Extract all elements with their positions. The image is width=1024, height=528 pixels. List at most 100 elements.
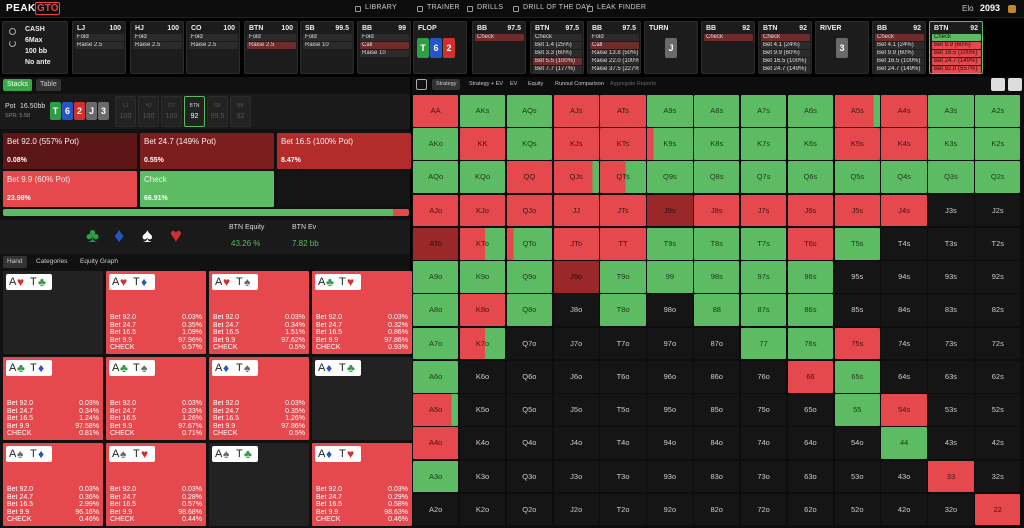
action-option[interactable]: Raise 2.5 [189,42,238,49]
nav-item[interactable]: DRILLS [477,4,504,11]
settings-icon[interactable] [9,28,16,35]
strategy-box[interactable]: Bet 92.0 (557% Pot) 0.08% [3,133,137,169]
hand-cell[interactable]: 96o [647,360,693,393]
action-option[interactable]: Bet 9.9 (60%) [932,42,981,49]
hand-tab[interactable]: Categories [36,258,68,265]
hand-cell[interactable]: 43s [928,427,974,460]
hand-cell[interactable]: AKo [413,128,459,160]
hand-cell[interactable]: J3o [553,460,599,493]
hand-cell[interactable]: K6s [787,128,834,160]
hand-cell[interactable]: 52s [975,394,1021,426]
action-card[interactable]: BB 99 Fold Call Raise 10 [357,21,411,74]
hand-cell[interactable]: 88 [694,294,740,327]
hand-cell[interactable]: A6o [413,360,459,393]
hand-cell[interactable]: 53o [834,460,880,493]
hand-cell[interactable]: T9o [600,261,646,293]
toggle-icon[interactable] [416,79,427,90]
action-option[interactable]: Fold [189,34,238,41]
action-option[interactable]: Bet 3.3 (60%) [533,50,582,57]
hand-cell[interactable]: QTs [600,161,646,194]
nav-item[interactable]: DRILL OF THE DAY [523,4,591,11]
hand-cell[interactable]: J2o [553,493,599,526]
hand-cell[interactable]: 76s [787,327,834,360]
stack-chip[interactable]: BB 92 [230,96,251,127]
view-tab[interactable]: Runout Comparison [555,81,604,87]
hand-cell[interactable]: JTo [553,227,599,260]
hand-cell[interactable]: 74o [740,427,787,460]
hand-cell[interactable]: 54s [881,394,927,426]
action-option[interactable]: Check [533,34,582,41]
hand-cell[interactable]: 86o [694,360,740,393]
hand-cell[interactable]: Q8s [694,161,740,194]
action-option[interactable]: Bet 9.9 (60%) [875,50,924,57]
hand-cell[interactable]: AJo [413,194,459,227]
hand-cell[interactable]: 32o [928,493,974,526]
action-option[interactable]: Check [475,34,524,41]
hand-cell[interactable]: 75o [740,394,787,426]
action-option[interactable]: Fold [133,34,182,41]
hand-cell[interactable]: 97s [740,261,787,293]
view-tab[interactable]: Strategy [432,79,461,90]
hand-cell[interactable]: Q6o [506,360,553,393]
hand-cell[interactable]: 55 [834,394,880,426]
hand-cell[interactable]: KQs [506,128,553,160]
hand-cell[interactable]: 64s [881,360,927,393]
hand-cell[interactable]: 52o [834,493,880,526]
hand-cell[interactable]: 64o [787,427,834,460]
stack-chip[interactable]: LJ 100 [115,96,136,127]
hand-cell[interactable]: K2o [459,493,506,526]
hand-cell[interactable]: 53s [928,394,974,426]
hand-cell[interactable]: AA [413,95,459,127]
hand-cell[interactable]: 86s [787,294,834,327]
hand-cell[interactable]: 98s [694,261,740,293]
action-option[interactable]: Raise 22.0 (100%) [590,58,639,65]
action-card[interactable]: CO 100 Fold Raise 2.5 [186,21,240,74]
action-option[interactable]: Bet 5.5 (100%) [533,58,582,65]
hand-cell[interactable]: J9o [553,261,599,293]
hand-cell[interactable]: 95s [834,261,880,293]
hand-cell[interactable]: 84s [881,294,927,327]
action-option[interactable]: Check [761,34,810,41]
hand-cell[interactable]: 65s [834,360,880,393]
action-option[interactable]: Bet 16.5 (100%) [875,58,924,65]
hand-cell[interactable]: 62s [975,360,1021,393]
action-card[interactable]: BTN 92 Check Bet 9.9 (60%) Bet 16.5 (100%) Be… [929,21,983,74]
stack-chip[interactable]: HJ 100 [138,96,159,127]
hand-cell[interactable]: KTo [459,227,506,260]
suit-filter[interactable]: ♠ [142,225,153,247]
nav-item[interactable]: TRAINER [427,4,460,11]
hand-cell[interactable]: Q2s [975,161,1021,194]
hand-cell[interactable]: T3o [600,460,646,493]
hand-cell[interactable]: T2s [975,227,1021,260]
hand-cell[interactable]: QQ [506,161,553,194]
action-option[interactable]: Fold [590,34,639,41]
action-option[interactable]: Bet 4.1 (24%) [761,42,810,49]
hand-cell[interactable]: Q5o [506,394,553,426]
hand-cell[interactable]: A4s [881,95,927,127]
hand-cell[interactable]: T6o [600,360,646,393]
hand-cell[interactable]: K5s [834,128,880,160]
hand-cell[interactable]: K8s [694,128,740,160]
view-tab[interactable]: EV [510,81,518,87]
left-tab[interactable]: Table [36,79,61,91]
action-option[interactable]: Fold [75,34,124,41]
street-card[interactable]: RIVER 3 [815,21,869,74]
hand-cell[interactable]: A9o [413,261,459,293]
hand-cell[interactable]: J2s [975,194,1021,227]
hand-cell[interactable]: 84o [694,427,740,460]
hand-cell[interactable]: 98o [647,294,693,327]
hand-cell[interactable]: 42s [975,427,1021,460]
left-tab[interactable]: Stacks [3,79,33,91]
action-option[interactable]: Bet 9.9 (60%) [761,50,810,57]
hand-cell[interactable]: Q4o [506,427,553,460]
hand-cell[interactable]: AKs [459,95,506,127]
hand-cell[interactable]: A5o [413,394,459,426]
hand-cell[interactable]: J8s [694,194,740,227]
hand-cell[interactable]: A9s [647,95,693,127]
hand-cell[interactable]: Q2o [506,493,553,526]
hand-cell[interactable]: QTo [506,227,553,260]
hand-cell[interactable]: KJo [459,194,506,227]
hand-cell[interactable]: K8o [459,294,506,327]
stack-chip[interactable]: SB 99.5 [207,96,228,127]
hand-cell[interactable]: J7o [553,327,599,360]
